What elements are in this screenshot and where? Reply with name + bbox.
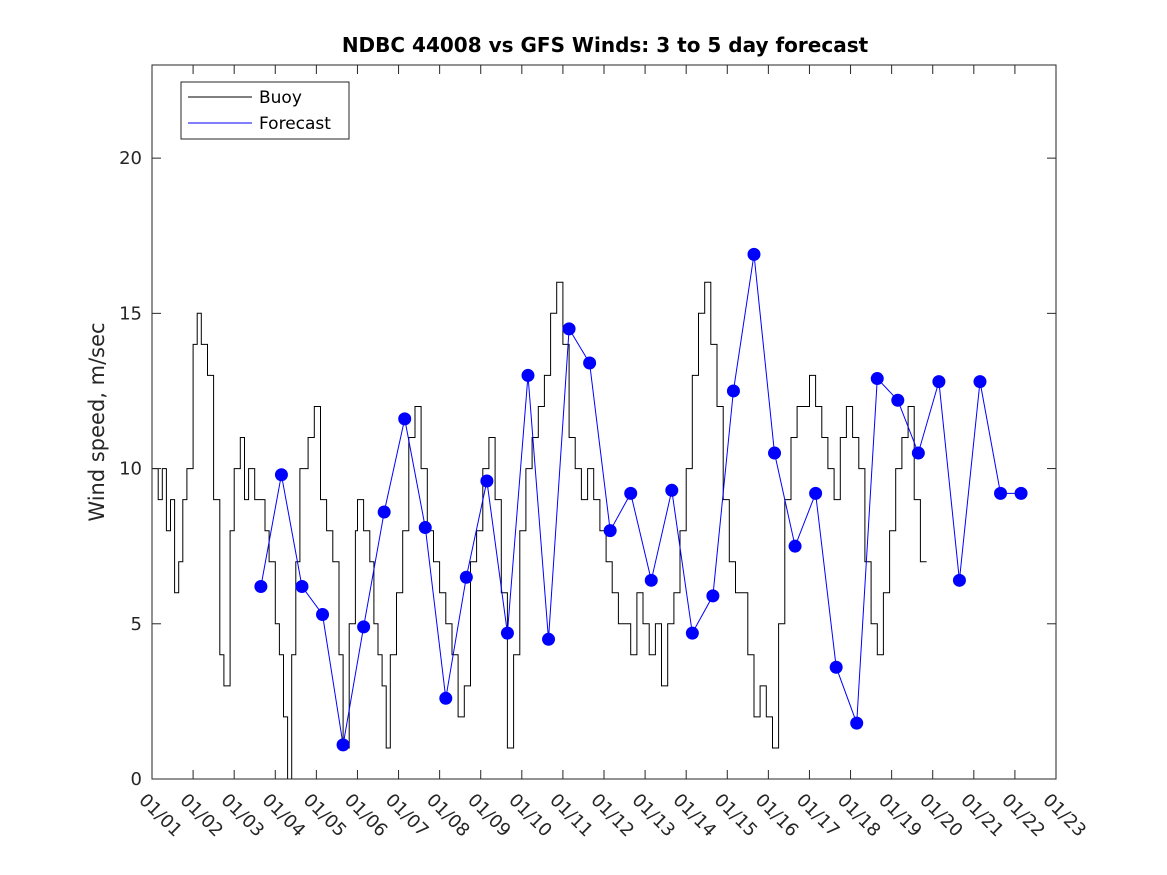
buoy-series xyxy=(152,281,927,780)
forecast-point xyxy=(357,620,371,634)
forecast-point xyxy=(952,573,966,587)
buoy-line xyxy=(152,281,927,780)
plot-area xyxy=(152,65,1056,779)
y-tick-label: 15 xyxy=(119,303,142,324)
forecast-point xyxy=(398,412,412,426)
forecast-point xyxy=(295,580,309,594)
forecast-point xyxy=(603,524,617,538)
forecast-point xyxy=(644,573,658,587)
y-tick-label: 20 xyxy=(119,148,142,169)
legend-box xyxy=(180,81,350,140)
forecast-point xyxy=(480,474,494,488)
forecast-point xyxy=(706,589,720,603)
forecast-point xyxy=(726,384,740,398)
forecast-point xyxy=(911,446,925,460)
forecast-point xyxy=(809,486,823,500)
forecast-point xyxy=(521,368,535,382)
forecast-point xyxy=(418,521,432,535)
forecast-point xyxy=(500,626,514,640)
forecast-point xyxy=(274,468,288,482)
y-tick-label: 10 xyxy=(119,459,142,480)
forecast-point xyxy=(459,570,473,584)
y-tick-label: 0 xyxy=(131,769,142,790)
forecast-point xyxy=(747,247,761,261)
forecast-point xyxy=(768,446,782,460)
forecast-point xyxy=(542,632,556,646)
forecast-point xyxy=(829,660,843,674)
forecast-point xyxy=(994,486,1008,500)
y-tick-label: 5 xyxy=(131,614,142,635)
y-axis-label: Wind speed, m/sec xyxy=(85,322,109,521)
forecast-point xyxy=(788,539,802,553)
legend: Buoy Forecast xyxy=(180,81,350,140)
forecast-point xyxy=(665,483,679,497)
forecast-point xyxy=(583,356,597,370)
legend-buoy-label: Buoy xyxy=(259,88,302,108)
forecast-point xyxy=(562,322,576,336)
forecast-point xyxy=(316,607,330,621)
forecast-point xyxy=(254,580,268,594)
forecast-point xyxy=(850,716,864,730)
legend-forecast-label: Forecast xyxy=(259,114,331,134)
forecast-point xyxy=(439,691,453,705)
y-axis: 0 5 10 15 20 xyxy=(119,148,1056,790)
forecast-point xyxy=(377,505,391,519)
forecast-point xyxy=(685,626,699,640)
chart-title: NDBC 44008 vs GFS Winds: 3 to 5 day fore… xyxy=(342,33,869,57)
forecast-point xyxy=(1014,486,1028,500)
forecast-point xyxy=(870,372,884,386)
forecast-point xyxy=(624,486,638,500)
forecast-point xyxy=(336,738,350,752)
forecast-point xyxy=(932,375,946,389)
forecast-point xyxy=(973,375,987,389)
forecast-markers xyxy=(254,247,1028,752)
forecast-point xyxy=(891,393,905,407)
